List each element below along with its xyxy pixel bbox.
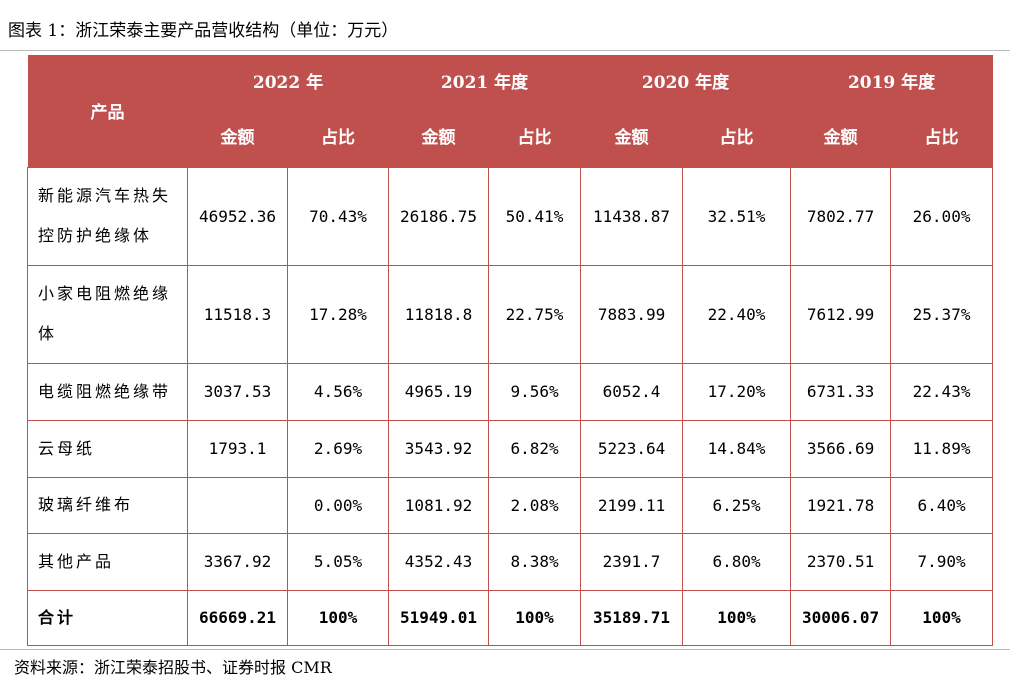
product-cell: 云母纸 — [27, 419, 188, 478]
header-cell: 金额 — [790, 105, 891, 167]
data-cell: 11818.8 — [388, 264, 490, 364]
data-cell: 3566.69 — [790, 419, 892, 478]
data-cell: 7612.99 — [790, 264, 892, 364]
data-cell: 1793.1 — [187, 419, 288, 478]
data-cell: 11.89% — [890, 419, 994, 478]
table-body: 新能源汽车热失控防护绝缘体 46952.36 70.43% 26186.75 50.41… — [27, 166, 994, 646]
data-cell: 6.82% — [488, 419, 582, 478]
data-cell: 7883.99 — [580, 264, 684, 364]
header-cell: 产品 — [27, 55, 188, 167]
data-cell: 100% — [488, 589, 582, 646]
data-cell: 51949.01 — [388, 589, 490, 646]
header-cell: 金额 — [388, 105, 489, 167]
data-cell: 17.28% — [286, 264, 390, 364]
data-cell: 2.08% — [488, 476, 582, 534]
data-cell: 6731.33 — [790, 362, 892, 421]
data-cell: 100% — [890, 589, 994, 646]
data-cell: 7802.77 — [790, 166, 892, 266]
divider — [0, 50, 1010, 51]
header-cell: 金额 — [187, 105, 288, 167]
divider — [0, 649, 1010, 650]
data-cell: 7.90% — [890, 532, 994, 591]
data-cell: 25.37% — [890, 264, 994, 364]
data-cell: 100% — [286, 589, 390, 646]
product-cell: 新能源汽车热失控防护绝缘体 — [27, 166, 188, 266]
table-row: 云母纸 1793.1 2.69% 3543.92 6.82% 5223.64 14.84% 3… — [27, 419, 994, 478]
product-cell: 电缆阻燃绝缘带 — [27, 362, 188, 421]
header-cell: 2021 年度 — [388, 55, 581, 105]
data-cell: 5223.64 — [580, 419, 684, 478]
data-cell: 3543.92 — [388, 419, 490, 478]
data-cell: 0.00% — [286, 476, 390, 534]
data-cell: 3367.92 — [187, 532, 288, 591]
header-cell: 金额 — [580, 105, 683, 167]
data-cell: 11518.3 — [187, 264, 288, 364]
data-cell: 6.40% — [890, 476, 994, 534]
data-cell: 8.38% — [488, 532, 582, 591]
data-cell: 22.75% — [488, 264, 582, 364]
data-cell: 26.00% — [890, 166, 994, 266]
header-cell: 2019 年度 — [790, 55, 993, 105]
header-cell: 2022 年 — [187, 55, 389, 105]
header-row: 产品 2022 年 2021 年度 2020 年度 2019 年度 — [27, 55, 993, 167]
data-cell: 30006.07 — [790, 589, 892, 646]
data-cell — [187, 476, 288, 534]
data-cell: 66669.21 — [187, 589, 288, 646]
data-cell: 2370.51 — [790, 532, 892, 591]
revenue-table: 产品 2022 年 2021 年度 2020 年度 2019 年度 金额 占比 金额 占比 金额占… — [27, 55, 994, 646]
data-cell: 46952.36 — [187, 166, 288, 266]
table-header: 产品 2022 年 2021 年度 2020 年度 2019 年度 金额 占比 金额 占比 金额占… — [27, 55, 993, 167]
data-cell: 2199.11 — [580, 476, 684, 534]
data-cell: 22.40% — [682, 264, 792, 364]
table-row: 小家电阻燃绝缘体 11518.3 17.28% 11818.8 22.75% 7883.9… — [27, 264, 994, 364]
data-cell: 6.80% — [682, 532, 792, 591]
data-cell: 26186.75 — [388, 166, 490, 266]
header-cell: 占比 — [890, 105, 993, 167]
data-cell: 100% — [682, 589, 792, 646]
table-row: 新能源汽车热失控防护绝缘体 46952.36 70.43% 26186.75 50.41… — [27, 166, 994, 266]
data-cell: 4965.19 — [388, 362, 490, 421]
data-cell: 11438.87 — [580, 166, 684, 266]
table-row: 玻璃纤维布 0.00% 1081.92 2.08% 2199.11 6.25% 1921.7… — [27, 476, 994, 534]
data-cell: 17.20% — [682, 362, 792, 421]
table-row: 合计 66669.21 100% 51949.01 100% 35189.71 100% 30… — [27, 589, 994, 646]
data-cell: 9.56% — [488, 362, 582, 421]
product-cell: 合计 — [27, 589, 188, 646]
data-cell: 6052.4 — [580, 362, 684, 421]
header-row: 金额 占比 金额 占比 金额 占比 金额 占比 — [28, 105, 993, 167]
product-cell: 玻璃纤维布 — [27, 476, 188, 534]
data-cell: 50.41% — [488, 166, 582, 266]
header-cell: 2020 年度 — [580, 55, 791, 105]
data-cell: 4352.43 — [388, 532, 490, 591]
product-cell: 小家电阻燃绝缘体 — [27, 264, 188, 364]
data-cell: 2391.7 — [580, 532, 684, 591]
data-cell: 1921.78 — [790, 476, 892, 534]
header-cell: 占比 — [682, 105, 791, 167]
data-cell: 3037.53 — [187, 362, 288, 421]
table-row: 电缆阻燃绝缘带 3037.53 4.56% 4965.19 9.56% 6052.4 17.… — [27, 362, 994, 421]
data-cell: 1081.92 — [388, 476, 490, 534]
product-cell: 其他产品 — [27, 532, 188, 591]
source-note: 资料来源：浙江荣泰招股书、证券时报 CMR — [14, 658, 332, 677]
data-cell: 70.43% — [286, 166, 390, 266]
data-cell: 2.69% — [286, 419, 390, 478]
table-row: 其他产品 3367.92 5.05% 4352.43 8.38% 2391.7 6.80% 2… — [27, 532, 994, 591]
data-cell: 32.51% — [682, 166, 792, 266]
data-cell: 35189.71 — [580, 589, 684, 646]
data-cell: 22.43% — [890, 362, 994, 421]
header-cell: 占比 — [488, 105, 581, 167]
data-cell: 5.05% — [286, 532, 390, 591]
header-cell: 占比 — [287, 105, 389, 167]
data-cell: 14.84% — [682, 419, 792, 478]
data-cell: 4.56% — [286, 362, 390, 421]
data-cell: 6.25% — [682, 476, 792, 534]
figure-title: 图表 1：浙江荣泰主要产品营收结构（单位：万元） — [8, 21, 399, 41]
